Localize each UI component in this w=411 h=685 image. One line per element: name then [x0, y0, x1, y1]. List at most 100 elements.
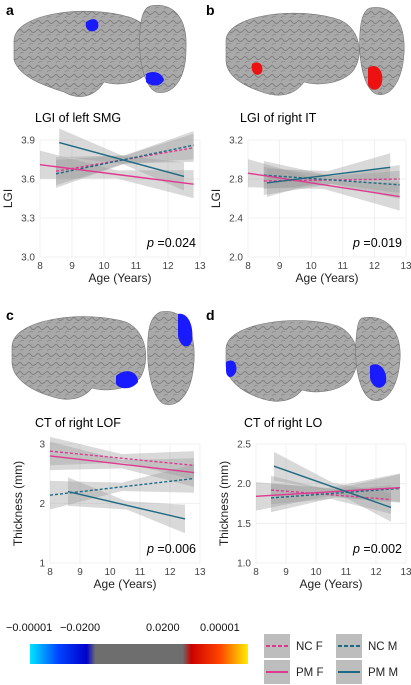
x-tick-label: 12 [369, 261, 381, 272]
x-tick-label: 11 [338, 261, 349, 272]
y-axis-label: LGI [209, 189, 223, 208]
y-tick-label: 1.5 [237, 519, 251, 530]
brain-ventral-image [147, 311, 195, 405]
brain-ventral-image [359, 7, 405, 95]
x-tick-label: 8 [253, 567, 259, 578]
colorbar-label: −0.0200 [60, 622, 100, 634]
colorbar: −0.00001 −0.0200 0.0200 0.00001 [6, 622, 248, 664]
colorbar-gradient [30, 644, 248, 664]
y-tick-label: 3.0 [21, 253, 35, 264]
p-symbol: p [146, 236, 157, 250]
y-tick-label: 3.9 [21, 136, 35, 147]
series-line [255, 486, 401, 498]
colorbar-label: −0.00001 [6, 622, 52, 634]
y-axis-label: Thickness (mm) [11, 461, 25, 546]
series-line [273, 465, 392, 509]
legend-label: PM F [296, 667, 323, 679]
x-tick-label: 13 [194, 261, 206, 272]
p-value: =0.006 [157, 542, 196, 556]
brain-lateral-right-image [225, 320, 358, 402]
panel-title: LGI of right IT [240, 111, 317, 125]
legend-label: NC M [368, 641, 397, 653]
series-line [55, 144, 194, 175]
p-symbol: p [146, 542, 157, 556]
p-symbol: p [352, 236, 363, 250]
series-line [49, 455, 195, 474]
smg-region [85, 19, 99, 32]
series-line [49, 477, 195, 496]
x-tick-label: 8 [245, 261, 251, 272]
panel-a-brains: a LGI of left SMG [6, 2, 187, 125]
panel-letter: c [6, 307, 14, 323]
x-axis-label: Age (Years) [94, 577, 157, 591]
x-tick-label: 12 [162, 261, 174, 272]
y-tick-label: 2.5 [237, 440, 251, 451]
y-tick-label: 3.2 [229, 136, 243, 147]
panel-title: CT of right LOF [35, 416, 121, 430]
series-line [49, 450, 195, 467]
y-tick-label: 2.0 [237, 479, 251, 490]
panel-letter: a [6, 2, 14, 18]
x-tick-label: 11 [131, 261, 142, 272]
x-tick-label: 9 [69, 261, 75, 272]
x-tick-label: 13 [400, 261, 411, 272]
chart-b: 2.0 2.4 2.8 3.2 8 9 10 11 12 13 Age (Years) LGI p =0… [209, 136, 411, 286]
y-axis-label: Thickness (mm) [217, 461, 231, 546]
x-tick-label: 11 [135, 567, 146, 578]
brain-lateral-right-image [225, 12, 360, 96]
series-line [247, 172, 400, 198]
lof-region [116, 371, 138, 389]
brain-ventral-image [139, 5, 187, 93]
y-tick-label: 2.8 [229, 175, 243, 186]
series-line [263, 174, 400, 186]
x-axis-label: Age (Years) [300, 577, 363, 591]
y-axis-label: LGI [1, 189, 15, 208]
p-value: =0.019 [363, 236, 402, 250]
x-tick-label: 10 [306, 261, 318, 272]
colorbar-label: 0.0200 [146, 622, 180, 634]
panel-b-brains: b LGI of right IT [206, 2, 405, 125]
x-tick-label: 8 [37, 261, 43, 272]
brain-lateral-left-image [13, 10, 156, 97]
p-value-label: p =0.024 [146, 236, 196, 250]
series-line [270, 489, 392, 501]
y-tick-label: 2.4 [229, 214, 243, 225]
x-tick-label: 9 [283, 567, 289, 578]
legend-label: NC F [296, 641, 323, 653]
p-value-label: p =0.006 [146, 542, 196, 556]
lo-region-ventral [370, 364, 387, 388]
legend: NC F NC M PM F PM M [264, 634, 398, 684]
ci-band [271, 474, 400, 513]
x-tick-label: 9 [277, 261, 283, 272]
y-tick-label: 3 [39, 440, 45, 451]
x-tick-label: 13 [194, 567, 206, 578]
brain-ventral-image [355, 317, 401, 401]
x-tick-label: 10 [310, 567, 322, 578]
series-line [55, 147, 194, 172]
p-value-label: p =0.002 [352, 542, 402, 556]
x-tick-label: 13 [400, 567, 411, 578]
panel-letter: b [206, 2, 215, 18]
legend-label: PM M [368, 667, 398, 679]
brain-lateral-right-image [11, 316, 147, 400]
p-symbol: p [352, 542, 363, 556]
x-tick-label: 11 [341, 567, 352, 578]
y-tick-label: 3.3 [21, 214, 35, 225]
x-tick-label: 9 [77, 567, 83, 578]
panel-c-brains: c CT of right LOF [6, 307, 195, 430]
panel-d-brains: d CT of right LO [206, 307, 401, 430]
y-tick-label: 1 [39, 559, 45, 570]
panel-title: CT of right LO [244, 416, 323, 430]
panel-letter: d [206, 307, 215, 323]
y-tick-label: 2.0 [229, 253, 243, 264]
p-value: =0.002 [363, 542, 402, 556]
chart-d: 1.0 1.5 2.0 2.5 8 9 10 11 12 13 Age (Years) Thickne… [217, 440, 411, 592]
x-axis-label: Age (Years) [89, 271, 152, 285]
chart-a: 3.0 3.3 3.6 3.9 8 9 10 11 12 13 Age (Years) LGI p =0… [1, 128, 206, 285]
series-line [270, 487, 401, 499]
series-line [67, 490, 186, 520]
x-axis-label: Age (Years) [296, 271, 359, 285]
y-tick-label: 1.0 [237, 559, 251, 570]
x-tick-label: 12 [164, 567, 176, 578]
